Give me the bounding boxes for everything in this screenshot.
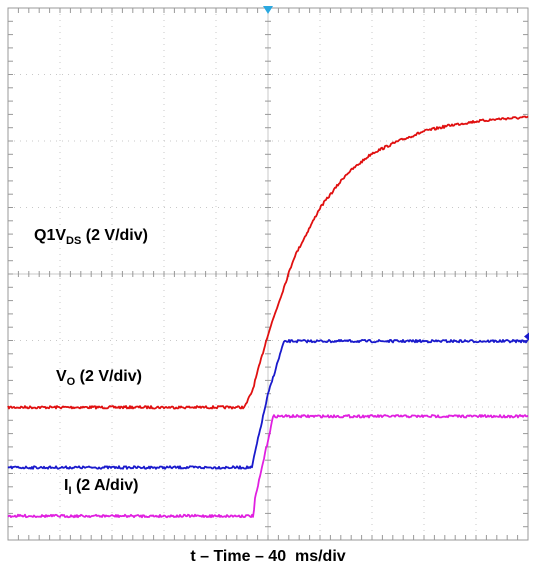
- trace-q1: [7, 115, 529, 410]
- series-label-ii: II (2 A/div): [64, 477, 139, 497]
- series-label-q1vds: Q1VDS (2 V/div): [34, 227, 148, 247]
- series-label-vo: VO (2 V/div): [56, 368, 142, 388]
- markers: [263, 6, 529, 341]
- traces: [7, 115, 529, 519]
- trace-ii: [7, 414, 529, 519]
- trace-vo: [7, 339, 529, 470]
- channel-marker: [524, 332, 529, 341]
- x-axis-label: t – Time – 40 ms/div: [190, 548, 346, 565]
- trigger-marker: [263, 6, 273, 14]
- graticule: [7, 7, 529, 541]
